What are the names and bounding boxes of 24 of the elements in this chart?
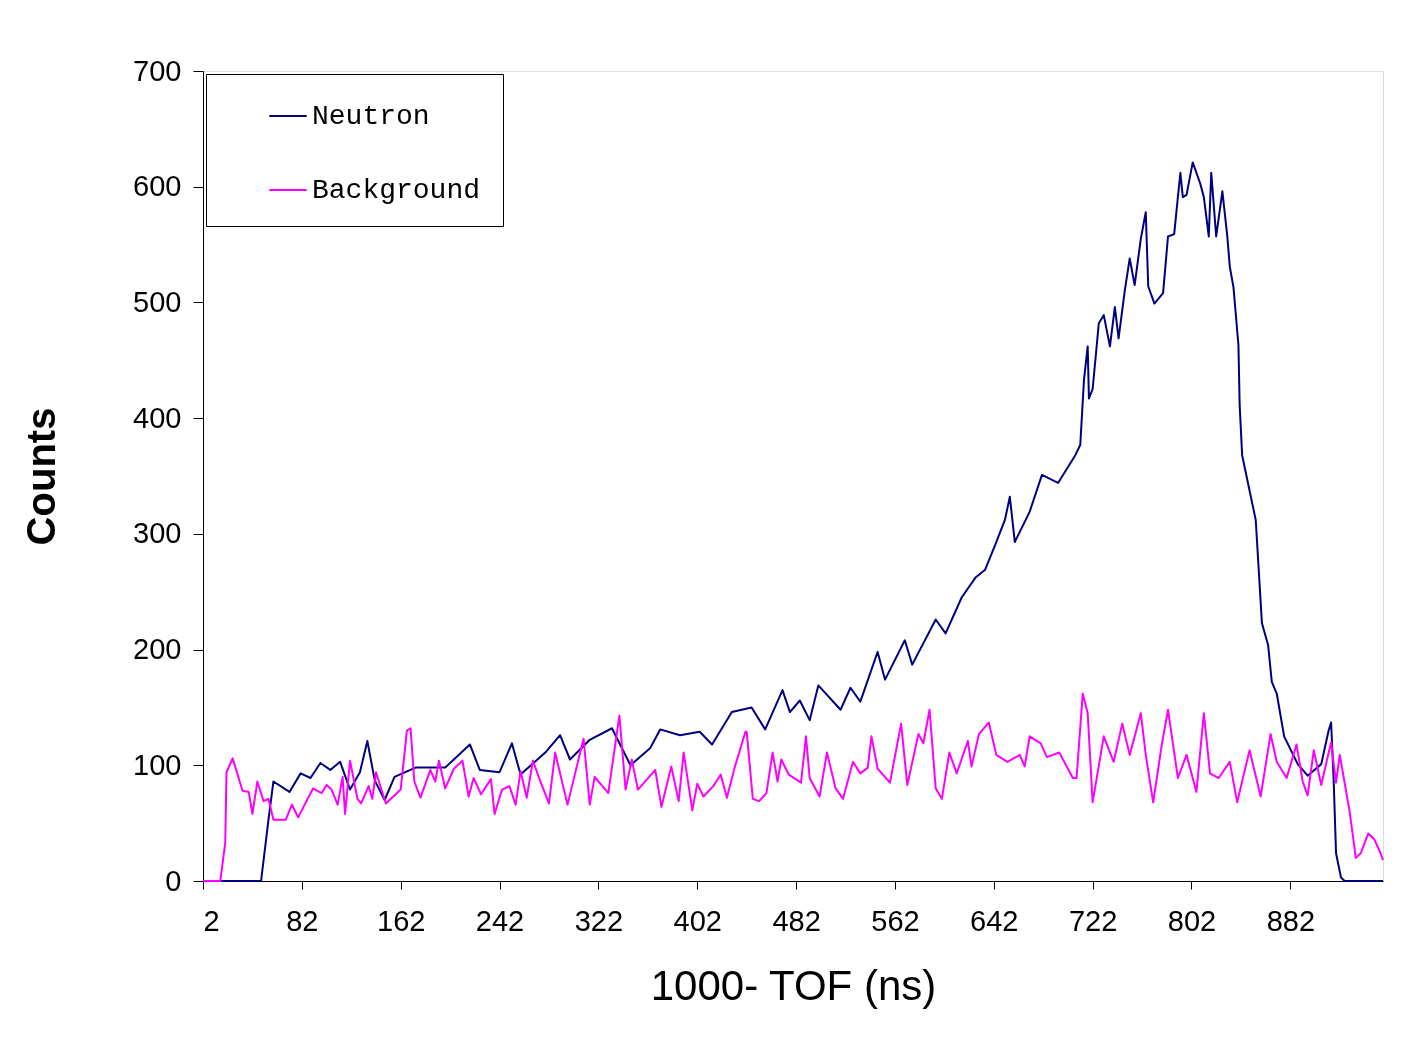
y-tick-label: 200: [133, 633, 182, 666]
y-tick-label: 100: [133, 748, 182, 781]
y-tick-label: 0: [165, 864, 182, 897]
x-tick-label: 162: [377, 904, 426, 937]
y-tick-label: 600: [133, 170, 182, 203]
x-tick-label: 882: [1266, 904, 1316, 937]
y-tick-label: 300: [133, 517, 182, 550]
y-tick-label: 500: [133, 285, 182, 318]
y-tick-label: 400: [133, 401, 182, 434]
y-tick-label: 700: [133, 54, 182, 87]
legend-label: Neutron: [312, 101, 430, 132]
x-tick-label: 802: [1167, 904, 1217, 937]
x-tick-label: 722: [1068, 904, 1118, 937]
x-tick-label: 402: [673, 904, 722, 937]
x-axis-title: 1000- TOF (ns): [650, 961, 937, 1009]
legend-label: Background: [312, 175, 481, 206]
x-tick-label: 242: [475, 904, 525, 937]
x-tick-label: 2: [203, 904, 220, 937]
x-tick-label: 642: [970, 904, 1019, 937]
x-tick-label: 82: [286, 904, 319, 937]
x-tick-label: 562: [871, 904, 920, 937]
x-tick-label: 482: [772, 904, 821, 937]
x-tick-label: 322: [574, 904, 624, 937]
y-axis-title: Counts: [19, 407, 64, 546]
